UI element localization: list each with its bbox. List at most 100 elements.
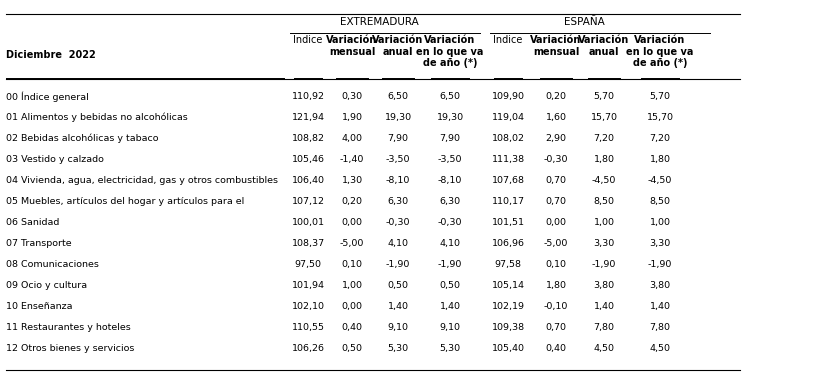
Text: 1,40: 1,40 [649,302,670,311]
Text: 0,20: 0,20 [546,92,566,101]
Text: 110,17: 110,17 [492,197,525,206]
Text: 0,50: 0,50 [387,281,408,290]
Text: 10 Enseñanza: 10 Enseñanza [6,302,73,311]
Text: 09 Ocio y cultura: 09 Ocio y cultura [6,281,87,290]
Text: 121,94: 121,94 [292,113,324,122]
Text: Variación
anual: Variación anual [372,35,424,57]
Text: -4,50: -4,50 [592,176,616,185]
Text: 1,60: 1,60 [546,113,566,122]
Text: -8,10: -8,10 [437,176,463,185]
Text: 3,80: 3,80 [649,281,670,290]
Text: 5,30: 5,30 [387,344,409,353]
Text: EXTREMADURA: EXTREMADURA [339,17,418,27]
Text: 4,10: 4,10 [439,239,461,248]
Text: 100,01: 100,01 [292,218,324,227]
Text: 00 Índice general: 00 Índice general [6,91,89,102]
Text: 106,40: 106,40 [292,176,324,185]
Text: 0,10: 0,10 [342,260,363,269]
Text: 9,10: 9,10 [439,323,461,332]
Text: Variación
en lo que va
de año (*): Variación en lo que va de año (*) [626,35,694,68]
Text: Indice: Indice [293,35,323,45]
Text: -5,00: -5,00 [340,239,365,248]
Text: 6,50: 6,50 [439,92,461,101]
Text: 3,30: 3,30 [649,239,670,248]
Text: Indice: Indice [494,35,523,45]
Text: 8,50: 8,50 [593,197,614,206]
Text: 1,00: 1,00 [649,218,670,227]
Text: 0,50: 0,50 [439,281,461,290]
Text: 106,26: 106,26 [292,344,324,353]
Text: 1,80: 1,80 [546,281,566,290]
Text: 6,30: 6,30 [387,197,409,206]
Text: 0,40: 0,40 [342,323,363,332]
Text: 4,10: 4,10 [387,239,408,248]
Text: 111,38: 111,38 [491,155,525,164]
Text: -4,50: -4,50 [648,176,672,185]
Text: Variación
anual: Variación anual [578,35,629,57]
Text: 119,04: 119,04 [492,113,525,122]
Text: 0,30: 0,30 [341,92,363,101]
Text: 102,19: 102,19 [492,302,525,311]
Text: 97,58: 97,58 [494,260,521,269]
Text: 108,82: 108,82 [292,134,324,143]
Text: 1,30: 1,30 [341,176,363,185]
Text: 106,96: 106,96 [492,239,525,248]
Text: ESPAÑA: ESPAÑA [564,17,604,27]
Text: Variación
en lo que va
de año (*): Variación en lo que va de año (*) [416,35,484,68]
Text: 1,80: 1,80 [649,155,670,164]
Text: 107,68: 107,68 [492,176,525,185]
Text: 0,70: 0,70 [546,176,566,185]
Text: 3,30: 3,30 [593,239,614,248]
Text: 11 Restaurantes y hoteles: 11 Restaurantes y hoteles [6,323,131,332]
Text: 101,94: 101,94 [292,281,324,290]
Text: 6,50: 6,50 [387,92,408,101]
Text: 97,50: 97,50 [294,260,322,269]
Text: 0,00: 0,00 [546,218,566,227]
Text: 8,50: 8,50 [649,197,670,206]
Text: -3,50: -3,50 [385,155,411,164]
Text: -0,30: -0,30 [437,218,463,227]
Text: 0,10: 0,10 [546,260,566,269]
Text: 7,80: 7,80 [593,323,614,332]
Text: 7,80: 7,80 [649,323,670,332]
Text: 1,40: 1,40 [439,302,461,311]
Text: 03 Vestido y calzado: 03 Vestido y calzado [6,155,104,164]
Text: -1,40: -1,40 [340,155,365,164]
Text: -0,30: -0,30 [544,155,568,164]
Text: 0,00: 0,00 [342,218,363,227]
Text: 02 Bebidas alcohólicas y tabaco: 02 Bebidas alcohólicas y tabaco [6,134,158,143]
Text: 19,30: 19,30 [437,113,463,122]
Text: -3,50: -3,50 [437,155,463,164]
Text: 109,90: 109,90 [492,92,525,101]
Text: 105,14: 105,14 [492,281,525,290]
Text: 9,10: 9,10 [387,323,408,332]
Text: 110,55: 110,55 [292,323,324,332]
Text: 1,00: 1,00 [593,218,614,227]
Text: 05 Muebles, artículos del hogar y artículos para el: 05 Muebles, artículos del hogar y artícu… [6,197,244,206]
Text: 01 Alimentos y bebidas no alcohólicas: 01 Alimentos y bebidas no alcohólicas [6,113,188,122]
Text: 108,37: 108,37 [292,239,324,248]
Text: 105,40: 105,40 [492,344,525,353]
Text: 5,70: 5,70 [593,92,614,101]
Text: 0,00: 0,00 [342,302,363,311]
Text: -1,90: -1,90 [437,260,463,269]
Text: 0,70: 0,70 [546,323,566,332]
Text: 108,02: 108,02 [492,134,525,143]
Text: 0,40: 0,40 [546,344,566,353]
Text: 4,50: 4,50 [593,344,614,353]
Text: 1,00: 1,00 [342,281,363,290]
Text: -1,90: -1,90 [648,260,672,269]
Text: 7,90: 7,90 [439,134,461,143]
Text: -0,10: -0,10 [544,302,568,311]
Text: 2,90: 2,90 [546,134,566,143]
Text: -1,90: -1,90 [385,260,410,269]
Text: 1,90: 1,90 [342,113,363,122]
Text: 0,70: 0,70 [546,197,566,206]
Text: -5,00: -5,00 [544,239,568,248]
Text: 3,80: 3,80 [593,281,614,290]
Text: 15,70: 15,70 [646,113,674,122]
Text: 07 Transporte: 07 Transporte [6,239,71,248]
Text: 08 Comunicaciones: 08 Comunicaciones [6,260,99,269]
Text: 06 Sanidad: 06 Sanidad [6,218,59,227]
Text: 15,70: 15,70 [591,113,618,122]
